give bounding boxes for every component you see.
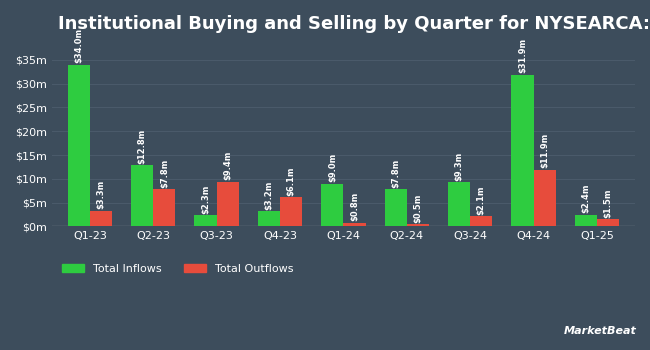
Bar (321, 183, 343, 226)
Bar (512, 75, 534, 226)
Bar (153, 189, 176, 226)
Bar (90, 211, 112, 226)
Bar (385, 189, 407, 226)
Text: $0.8m: $0.8m (350, 192, 359, 221)
Bar (343, 223, 365, 226)
Bar (131, 166, 153, 226)
Bar (575, 215, 597, 226)
Text: $9.3m: $9.3m (454, 152, 463, 181)
Text: $7.8m: $7.8m (391, 159, 400, 188)
Text: $31.9m: $31.9m (518, 38, 527, 73)
Text: $0.5m: $0.5m (413, 193, 423, 223)
Text: $2.1m: $2.1m (477, 186, 486, 215)
Text: Institutional Buying and Selling by Quarter for NYSEARCA:CRBN: Institutional Buying and Selling by Quar… (58, 15, 650, 33)
Bar (280, 197, 302, 226)
Bar (470, 216, 493, 226)
Text: $7.8m: $7.8m (160, 159, 169, 188)
Text: $2.3m: $2.3m (201, 184, 210, 214)
Bar (258, 211, 280, 226)
Text: $2.4m: $2.4m (581, 184, 590, 213)
Bar (534, 170, 556, 226)
Bar (597, 219, 619, 226)
Bar (448, 182, 470, 226)
Text: $9.4m: $9.4m (223, 151, 232, 180)
Bar (407, 224, 429, 226)
Text: $12.8m: $12.8m (138, 129, 147, 164)
Bar (216, 182, 239, 226)
Bar (68, 65, 90, 226)
Text: $3.3m: $3.3m (96, 180, 105, 209)
Text: $1.5m: $1.5m (604, 188, 612, 218)
Legend: Total Inflows, Total Outflows: Total Inflows, Total Outflows (57, 260, 298, 279)
Text: $34.0m: $34.0m (74, 28, 83, 63)
Text: $9.0m: $9.0m (328, 153, 337, 182)
Text: $6.1m: $6.1m (287, 166, 296, 196)
Text: MarketBeat: MarketBeat (564, 326, 637, 336)
Text: $11.9m: $11.9m (540, 133, 549, 168)
Text: $3.2m: $3.2m (265, 180, 274, 210)
Bar (194, 215, 216, 226)
